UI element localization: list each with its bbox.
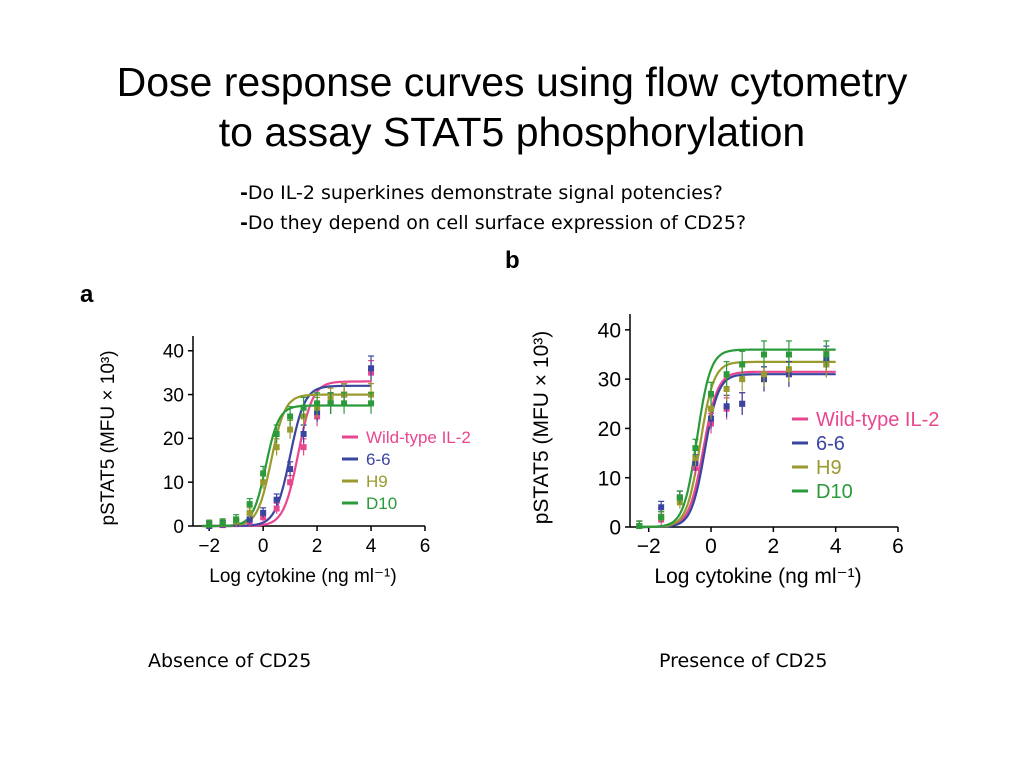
fit-curve-h9: [640, 360, 836, 529]
fit-curve-d10: [640, 348, 836, 529]
data-point: [327, 400, 334, 407]
y-tick-label: 30: [598, 369, 621, 392]
data-point: [785, 366, 792, 373]
x-axis-label: Log cytokine (ng ml⁻¹): [209, 566, 396, 587]
data-point: [273, 496, 280, 503]
panel-label: b: [505, 248, 520, 274]
data-point: [300, 404, 307, 411]
y-tick-label: 20: [163, 429, 184, 450]
y-tick-label: 0: [609, 517, 621, 540]
y-tick-label: 20: [598, 418, 621, 441]
data-point: [246, 516, 253, 523]
data-point: [287, 426, 294, 433]
bullet-dash: -: [240, 182, 248, 204]
y-tick-label: 40: [598, 319, 621, 342]
data-point: [723, 386, 730, 392]
data-point: [658, 514, 665, 521]
legend-entry: Wild-type IL-2: [816, 409, 939, 431]
x-tick-label: 0: [258, 536, 269, 557]
data-point: [823, 351, 830, 358]
data-point: [341, 400, 348, 407]
legend-entry: D10: [816, 481, 853, 503]
x-tick-label: −2: [198, 536, 220, 557]
dose-response-chart-a: a −2 0 2 4 6 0 10 20 30 40 Log cytokine (ng ml⁻¹) pS…: [80, 281, 471, 587]
data-point: [260, 479, 267, 486]
question-list: -Do IL-2 superkines demonstrate signal p…: [240, 178, 746, 238]
fit-curve-d10: [202, 404, 371, 528]
data-point: [287, 413, 294, 420]
x-tick-label: 0: [705, 535, 717, 558]
data-point: [287, 479, 294, 486]
data-point: [739, 376, 746, 383]
x-tick-label: 4: [830, 535, 842, 558]
data-point: [692, 445, 699, 452]
bullet-dash: -: [240, 212, 248, 234]
x-axis-label: Log cytokine (ng ml⁻¹): [654, 565, 861, 588]
y-tick-label: 10: [598, 467, 621, 490]
data-point: [636, 523, 643, 530]
legend-entry: D10: [366, 494, 397, 513]
data-point: [761, 351, 767, 358]
data-point: [739, 361, 746, 368]
y-tick-label: 30: [163, 385, 184, 406]
data-point: [300, 444, 307, 451]
data-point: [273, 444, 280, 451]
data-point: [260, 470, 267, 477]
data-point: [206, 521, 213, 528]
legend-entry: Wild-type IL-2: [366, 428, 471, 447]
y-axis-label: pSTAT5 (MFU × 10³): [98, 350, 119, 525]
data-point: [692, 455, 699, 461]
question-item: -Do IL-2 superkines demonstrate signal p…: [240, 178, 746, 208]
data-point: [246, 501, 253, 508]
data-point: [739, 400, 746, 407]
data-point: [273, 505, 280, 512]
data-point: [785, 351, 792, 358]
y-axis-label: pSTAT5 (MFU × 10³): [530, 331, 553, 525]
caption-absence-cd25: Absence of CD25: [148, 650, 312, 672]
data-point: [368, 365, 375, 372]
data-point: [368, 400, 375, 407]
x-tick-label: 2: [768, 535, 780, 558]
data-point: [676, 494, 683, 501]
data-point: [708, 405, 715, 412]
x-tick-label: 4: [366, 536, 377, 557]
legend-entry: H9: [366, 472, 388, 491]
data-point: [300, 431, 307, 437]
data-point: [287, 466, 294, 473]
fit-curve-6-6: [640, 373, 836, 529]
y-tick-label: 10: [163, 473, 184, 494]
x-tick-label: 2: [312, 536, 323, 557]
data-point: [723, 371, 730, 378]
data-point: [233, 516, 240, 523]
x-tick-label: 6: [892, 535, 904, 558]
data-point: [260, 509, 267, 516]
data-point: [273, 431, 280, 437]
y-tick-label: 0: [173, 517, 184, 538]
x-tick-label: −2: [637, 535, 661, 558]
data-point: [219, 520, 226, 527]
x-tick-label: 6: [420, 536, 431, 557]
legend-entry: H9: [816, 457, 842, 479]
y-tick-label: 40: [163, 342, 184, 363]
slide-title: Dose response curves using flow cytometr…: [116, 59, 908, 155]
data-point: [708, 390, 715, 397]
question-text: Do they depend on cell surface expressio…: [247, 212, 747, 234]
panel-label: a: [80, 281, 94, 308]
data-point: [246, 509, 253, 516]
caption-presence-cd25: Presence of CD25: [659, 650, 828, 672]
dose-response-chart-b: b −2 0 2 4 6 0 10 20 30 40 Log cytokine (ng ml⁻¹) pS…: [505, 248, 939, 588]
legend-entry: 6-6: [816, 433, 845, 455]
data-point: [723, 403, 730, 410]
question-item: -Do they depend on cell surface expressi…: [240, 208, 746, 238]
data-point: [761, 371, 767, 378]
legend-entry: 6-6: [366, 450, 391, 469]
question-text: Do IL-2 superkines demonstrate signal po…: [247, 182, 723, 204]
data-point: [314, 400, 321, 407]
fit-curve-wild-type-il-2: [640, 370, 836, 529]
data-point: [658, 504, 665, 511]
